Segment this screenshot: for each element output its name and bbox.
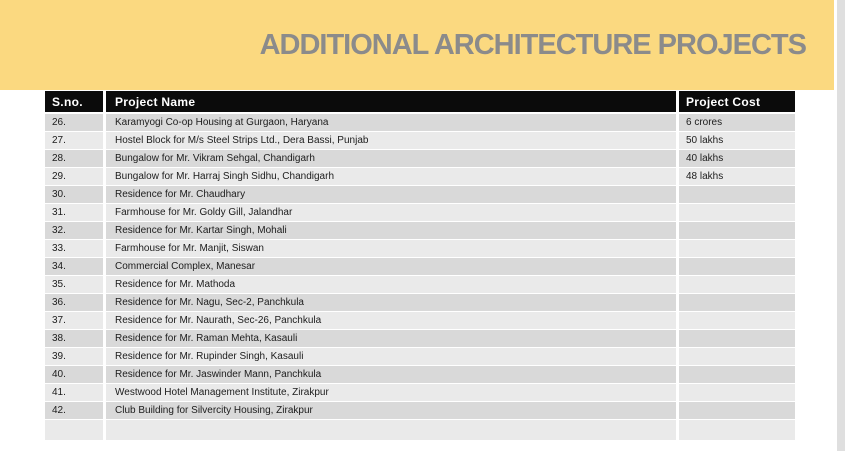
col-header-project-cost: Project Cost: [679, 91, 795, 112]
table-row: 30. Residence for Mr. Chaudhary: [45, 186, 799, 203]
sno-cell: 41.: [45, 384, 103, 401]
project-name-cell: Residence for Mr. Mathoda: [106, 276, 676, 293]
project-cost-cell: [679, 366, 795, 383]
table-row: 40. Residence for Mr. Jaswinder Mann, Pa…: [45, 366, 799, 383]
project-cost-cell: [679, 420, 795, 441]
sno-cell: 32.: [45, 222, 103, 239]
project-cost-cell: [679, 330, 795, 347]
project-cost-cell: [679, 186, 795, 203]
project-name-cell: Club Building for Silvercity Housing, Zi…: [106, 402, 676, 419]
project-name-cell: [106, 420, 676, 441]
table-row: 27. Hostel Block for M/s Steel Strips Lt…: [45, 132, 799, 149]
sno-cell: [45, 420, 103, 441]
table-row: 41. Westwood Hotel Management Institute,…: [45, 384, 799, 401]
project-name-cell: Bungalow for Mr. Harraj Singh Sidhu, Cha…: [106, 168, 676, 185]
sno-cell: 33.: [45, 240, 103, 257]
project-cost-cell: [679, 402, 795, 419]
table-row: 37. Residence for Mr. Naurath, Sec-26, P…: [45, 312, 799, 329]
project-name-cell: Residence for Mr. Kartar Singh, Mohali: [106, 222, 676, 239]
project-cost-cell: [679, 312, 795, 329]
project-cost-cell: 48 lakhs: [679, 168, 795, 185]
project-name-cell: Residence for Mr. Jaswinder Mann, Panchk…: [106, 366, 676, 383]
project-cost-cell: 40 lakhs: [679, 150, 795, 167]
project-cost-cell: [679, 294, 795, 311]
col-header-sno: S.no.: [45, 91, 103, 112]
page-title: ADDITIONAL ARCHITECTURE PROJECTS: [259, 28, 807, 61]
project-name-cell: Residence for Mr. Nagu, Sec-2, Panchkula: [106, 294, 676, 311]
sno-cell: 38.: [45, 330, 103, 347]
sno-cell: 42.: [45, 402, 103, 419]
sno-cell: 35.: [45, 276, 103, 293]
project-cost-cell: [679, 258, 795, 275]
table-row: 28. Bungalow for Mr. Vikram Sehgal, Chan…: [45, 150, 799, 167]
table-row: 33. Farmhouse for Mr. Manjit, Siswan: [45, 240, 799, 257]
project-name-cell: Farmhouse for Mr. Manjit, Siswan: [106, 240, 676, 257]
project-name-cell: Residence for Mr. Raman Mehta, Kasauli: [106, 330, 676, 347]
table-row: [45, 420, 799, 441]
table-row: 34. Commercial Complex, Manesar: [45, 258, 799, 275]
project-name-cell: Farmhouse for Mr. Goldy Gill, Jalandhar: [106, 204, 676, 221]
project-name-cell: Residence for Mr. Rupinder Singh, Kasaul…: [106, 348, 676, 365]
sno-cell: 34.: [45, 258, 103, 275]
table-row: 42. Club Building for Silvercity Housing…: [45, 402, 799, 419]
project-cost-cell: 50 lakhs: [679, 132, 795, 149]
sno-cell: 39.: [45, 348, 103, 365]
table-row: 31. Farmhouse for Mr. Goldy Gill, Jaland…: [45, 204, 799, 221]
table-row: 32. Residence for Mr. Kartar Singh, Moha…: [45, 222, 799, 239]
table-row: 29. Bungalow for Mr. Harraj Singh Sidhu,…: [45, 168, 799, 185]
table-row: 39. Residence for Mr. Rupinder Singh, Ka…: [45, 348, 799, 365]
sno-cell: 29.: [45, 168, 103, 185]
project-name-cell: Hostel Block for M/s Steel Strips Ltd., …: [106, 132, 676, 149]
project-name-cell: Karamyogi Co-op Housing at Gurgaon, Hary…: [106, 114, 676, 131]
project-name-cell: Commercial Complex, Manesar: [106, 258, 676, 275]
project-cost-cell: [679, 204, 795, 221]
page-edge-strip: [837, 0, 845, 451]
table-row: 36. Residence for Mr. Nagu, Sec-2, Panch…: [45, 294, 799, 311]
table-row: 38. Residence for Mr. Raman Mehta, Kasau…: [45, 330, 799, 347]
project-name-cell: Westwood Hotel Management Institute, Zir…: [106, 384, 676, 401]
project-cost-cell: [679, 222, 795, 239]
title-banner: ADDITIONAL ARCHITECTURE PROJECTS: [0, 0, 834, 90]
project-cost-cell: [679, 276, 795, 293]
project-cost-cell: [679, 348, 795, 365]
col-header-project-name: Project Name: [106, 91, 676, 112]
project-name-cell: Residence for Mr. Naurath, Sec-26, Panch…: [106, 312, 676, 329]
table-header-row: S.no. Project Name Project Cost: [45, 91, 799, 112]
project-cost-cell: [679, 240, 795, 257]
sno-cell: 27.: [45, 132, 103, 149]
sno-cell: 40.: [45, 366, 103, 383]
projects-table: S.no. Project Name Project Cost 26. Kara…: [45, 91, 799, 441]
sno-cell: 37.: [45, 312, 103, 329]
sno-cell: 30.: [45, 186, 103, 203]
project-name-cell: Residence for Mr. Chaudhary: [106, 186, 676, 203]
project-cost-cell: [679, 384, 795, 401]
sno-cell: 36.: [45, 294, 103, 311]
table-row: 26. Karamyogi Co-op Housing at Gurgaon, …: [45, 114, 799, 131]
project-name-cell: Bungalow for Mr. Vikram Sehgal, Chandiga…: [106, 150, 676, 167]
sno-cell: 26.: [45, 114, 103, 131]
table-row: 35. Residence for Mr. Mathoda: [45, 276, 799, 293]
project-cost-cell: 6 crores: [679, 114, 795, 131]
sno-cell: 31.: [45, 204, 103, 221]
sno-cell: 28.: [45, 150, 103, 167]
